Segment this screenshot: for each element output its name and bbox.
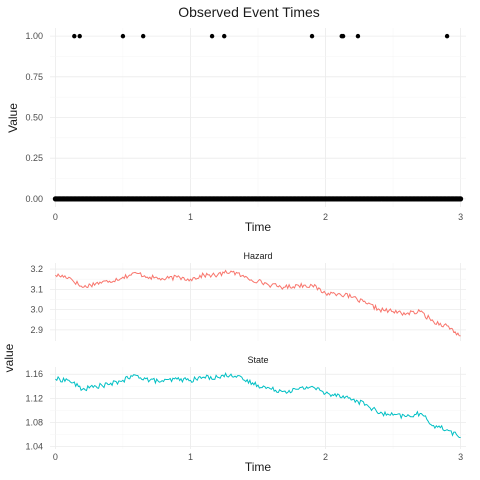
event-point (120, 33, 126, 39)
facet-y-tick-label: 3.0 (30, 305, 43, 315)
x-tick-label: 0 (53, 212, 58, 222)
event-point (209, 33, 215, 39)
facet-y-tick-label: 1.12 (25, 393, 43, 403)
top-baseline-points (52, 196, 464, 202)
facet-y-tick-label: 1.08 (25, 417, 43, 427)
series-line-state (55, 371, 461, 438)
baseline-point (457, 196, 464, 202)
bottom-x-axis-title: Time (245, 460, 272, 474)
x-tick-label: 1 (188, 452, 193, 462)
chart-title: Observed Event Times (178, 4, 320, 20)
series-line-hazard (55, 269, 461, 337)
y-tick-label: 0.50 (25, 113, 43, 123)
facet-y-tick-label: 3.1 (30, 284, 43, 294)
facet-y-tick-label: 1.16 (25, 369, 43, 379)
x-tick-label: 2 (323, 212, 328, 222)
facet-y-tick-label: 2.9 (30, 325, 43, 335)
x-tick-label: 3 (458, 212, 463, 222)
y-tick-label: 1.00 (25, 31, 43, 41)
top-y-axis-title: Value (6, 103, 20, 133)
top-event-points (72, 33, 450, 39)
facet-grid (50, 263, 466, 449)
bottom-x-tick-labels: 0 1 2 3 (53, 452, 463, 462)
facet-strip-hazard: Hazard (243, 251, 272, 261)
top-x-axis-title: Time (245, 220, 272, 234)
facet-y-tick-label: 1.04 (25, 442, 43, 452)
x-tick-label: 3 (458, 452, 463, 462)
facet-series-lines (55, 269, 461, 438)
event-point (444, 33, 450, 39)
bottom-y-axis-title: value (2, 343, 16, 372)
facet-y-tick-label: 3.2 (30, 264, 43, 274)
top-y-tick-labels: 0.00 0.25 0.50 0.75 1.00 (25, 31, 43, 204)
y-tick-label: 0.25 (25, 153, 43, 163)
x-tick-label: 0 (53, 452, 58, 462)
event-point (355, 33, 361, 39)
event-point (309, 33, 315, 39)
y-tick-label: 0.75 (25, 72, 43, 82)
x-tick-label: 2 (323, 452, 328, 462)
top-panel-grid (50, 28, 466, 207)
event-point (222, 33, 227, 39)
event-point (72, 33, 77, 39)
event-point (340, 33, 346, 39)
x-tick-label: 1 (188, 212, 193, 222)
top-x-tick-labels: 0 1 2 3 (53, 212, 463, 222)
event-point (140, 33, 146, 39)
facet-strip-state: State (247, 355, 268, 365)
event-point (77, 33, 82, 39)
y-tick-label: 0.00 (25, 194, 43, 204)
facet-y-tick-labels: 2.9 3.0 3.1 3.2 1.04 1.08 1.12 1.16 (25, 264, 43, 452)
